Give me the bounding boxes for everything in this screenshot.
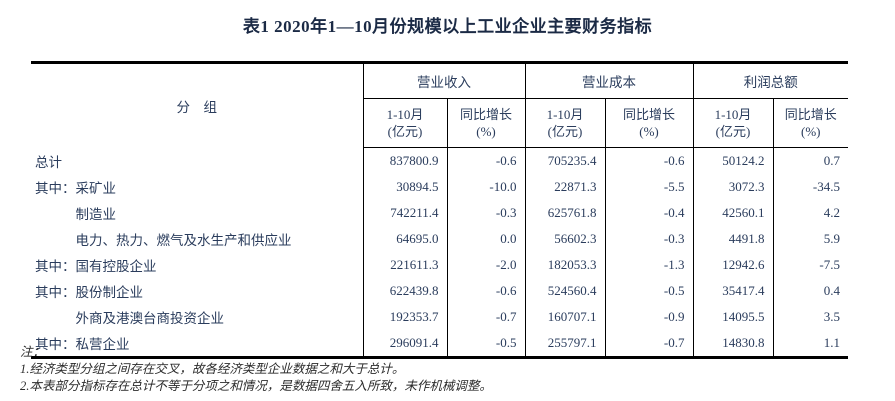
- profit-growth-cell: 0.7: [772, 147, 848, 174]
- cost-growth-cell: -1.3: [604, 252, 693, 278]
- revenue-amount-cell: 30894.5: [362, 174, 447, 200]
- row-label: 其中：国有控股企业: [31, 252, 364, 278]
- row-label: 制造业: [31, 200, 364, 226]
- column-header-revenue-growth: 同比增长 (%): [446, 98, 525, 148]
- profit-amount-cell: 4491.8: [692, 226, 773, 252]
- revenue-amount-cell: 192353.7: [362, 304, 447, 330]
- revenue-growth-cell: -2.0: [446, 252, 525, 278]
- column-group-total-profit: 利润总额: [692, 62, 848, 99]
- table-row-mining: 其中：采矿业 30894.5 -10.0 22871.3 -5.5 3072.3…: [31, 174, 848, 200]
- profit-growth-cell: -7.5: [772, 252, 848, 278]
- profit-growth-cell: 3.5: [772, 304, 848, 330]
- group-header-row: 分 组 营业收入 营业成本 利润总额: [31, 62, 848, 148]
- footnote-label: 注：: [20, 345, 46, 359]
- cost-growth-cell: -0.7: [604, 330, 693, 358]
- profit-amount-cell: 35417.4: [692, 278, 773, 304]
- row-label: 其中：私营企业: [31, 330, 364, 358]
- cost-amount-cell: 625761.8: [524, 200, 605, 226]
- revenue-growth-cell: -10.0: [446, 174, 525, 200]
- revenue-amount-cell: 622439.8: [362, 278, 447, 304]
- table-row-total: 总计 837800.9 -0.6 705235.4 -0.6 50124.2 0…: [31, 147, 848, 174]
- column-header-revenue-amount: 1-10月 (亿元): [362, 98, 447, 148]
- profit-amount-cell: 14830.8: [692, 330, 773, 358]
- column-group-operating-cost: 营业成本: [524, 62, 693, 99]
- revenue-amount-cell: 221611.3: [362, 252, 447, 278]
- profit-amount-cell: 42560.1: [692, 200, 773, 226]
- financial-indicators-table-wrap: 分 组 营业收入 营业成本 利润总额 1-10月 (亿元) 同比增长 (%) 1…: [31, 61, 848, 359]
- table-row-foreign-invested: 外商及港澳台商投资企业 192353.7 -0.7 160707.1 -0.9 …: [31, 304, 848, 330]
- row-label: 其中：股份制企业: [31, 278, 364, 304]
- profit-growth-cell: 1.1: [772, 330, 848, 358]
- cost-growth-cell: -0.5: [604, 278, 693, 304]
- cost-growth-cell: -0.4: [604, 200, 693, 226]
- cost-amount-cell: 182053.3: [524, 252, 605, 278]
- table-row-utilities: 电力、热力、燃气及水生产和供应业 64695.0 0.0 56602.3 -0.…: [31, 226, 848, 252]
- footnote-item-1: 1.经济类型分组之间存在交叉，故各经济类型企业数据之和大于总计。: [20, 362, 405, 376]
- financial-indicators-table: 分 组 营业收入 营业成本 利润总额 1-10月 (亿元) 同比增长 (%) 1…: [31, 61, 848, 359]
- cost-amount-cell: 22871.3: [524, 174, 605, 200]
- cost-growth-cell: -0.3: [604, 226, 693, 252]
- page-title: 表1 2020年1—10月份规模以上工业企业主要财务指标: [242, 17, 653, 36]
- revenue-amount-cell: 742211.4: [362, 200, 447, 226]
- table-row-private: 其中：私营企业 296091.4 -0.5 255797.1 -0.7 1483…: [31, 330, 848, 358]
- footnotes: 注： 1.经济类型分组之间存在交叉，故各经济类型企业数据之和大于总计。 2.本表…: [20, 344, 880, 395]
- revenue-growth-cell: -0.5: [446, 330, 525, 358]
- footnote-item-2: 2.本表部分指标存在总计不等于分项之和情况，是数据四舍五入所致，未作机械调整。: [20, 379, 492, 393]
- profit-amount-cell: 12942.6: [692, 252, 773, 278]
- row-label: 其中：采矿业: [31, 174, 364, 200]
- profit-amount-cell: 3072.3: [692, 174, 773, 200]
- column-header-profit-growth: 同比增长 (%): [772, 98, 848, 148]
- column-group-operating-revenue: 营业收入: [362, 62, 525, 99]
- table-row-joint-stock: 其中：股份制企业 622439.8 -0.6 524560.4 -0.5 354…: [31, 278, 848, 304]
- cost-amount-cell: 160707.1: [524, 304, 605, 330]
- table-row-manufacturing: 制造业 742211.4 -0.3 625761.8 -0.4 42560.1 …: [31, 200, 848, 226]
- row-label: 外商及港澳台商投资企业: [31, 304, 364, 330]
- cost-growth-cell: -5.5: [604, 174, 693, 200]
- revenue-growth-cell: -0.7: [446, 304, 525, 330]
- column-header-cost-growth: 同比增长 (%): [604, 98, 693, 148]
- cost-growth-cell: -0.6: [604, 147, 693, 174]
- cost-amount-cell: 524560.4: [524, 278, 605, 304]
- cost-growth-cell: -0.9: [604, 304, 693, 330]
- column-header-cost-amount: 1-10月 (亿元): [524, 98, 605, 148]
- revenue-amount-cell: 837800.9: [362, 147, 447, 174]
- cost-amount-cell: 705235.4: [524, 147, 605, 174]
- profit-amount-cell: 50124.2: [692, 147, 773, 174]
- profit-amount-cell: 14095.5: [692, 304, 773, 330]
- table-row-state-owned: 其中：国有控股企业 221611.3 -2.0 182053.3 -1.3 12…: [31, 252, 848, 278]
- revenue-amount-cell: 296091.4: [362, 330, 447, 358]
- revenue-amount-cell: 64695.0: [362, 226, 447, 252]
- column-header-group: 分 组: [31, 62, 364, 148]
- profit-growth-cell: 4.2: [772, 200, 848, 226]
- column-header-profit-amount: 1-10月 (亿元): [692, 98, 773, 148]
- profit-growth-cell: 5.9: [772, 226, 848, 252]
- revenue-growth-cell: -0.3: [446, 200, 525, 226]
- profit-growth-cell: -34.5: [772, 174, 848, 200]
- cost-amount-cell: 56602.3: [524, 226, 605, 252]
- cost-amount-cell: 255797.1: [524, 330, 605, 358]
- revenue-growth-cell: -0.6: [446, 147, 525, 174]
- revenue-growth-cell: 0.0: [446, 226, 525, 252]
- row-label: 电力、热力、燃气及水生产和供应业: [31, 226, 364, 252]
- profit-growth-cell: 0.4: [772, 278, 848, 304]
- sub-header-row: 1-10月 (亿元) 同比增长 (%) 1-10月 (亿元) 同比增长 (%) …: [31, 98, 848, 148]
- row-label: 总计: [31, 147, 364, 174]
- revenue-growth-cell: -0.6: [446, 278, 525, 304]
